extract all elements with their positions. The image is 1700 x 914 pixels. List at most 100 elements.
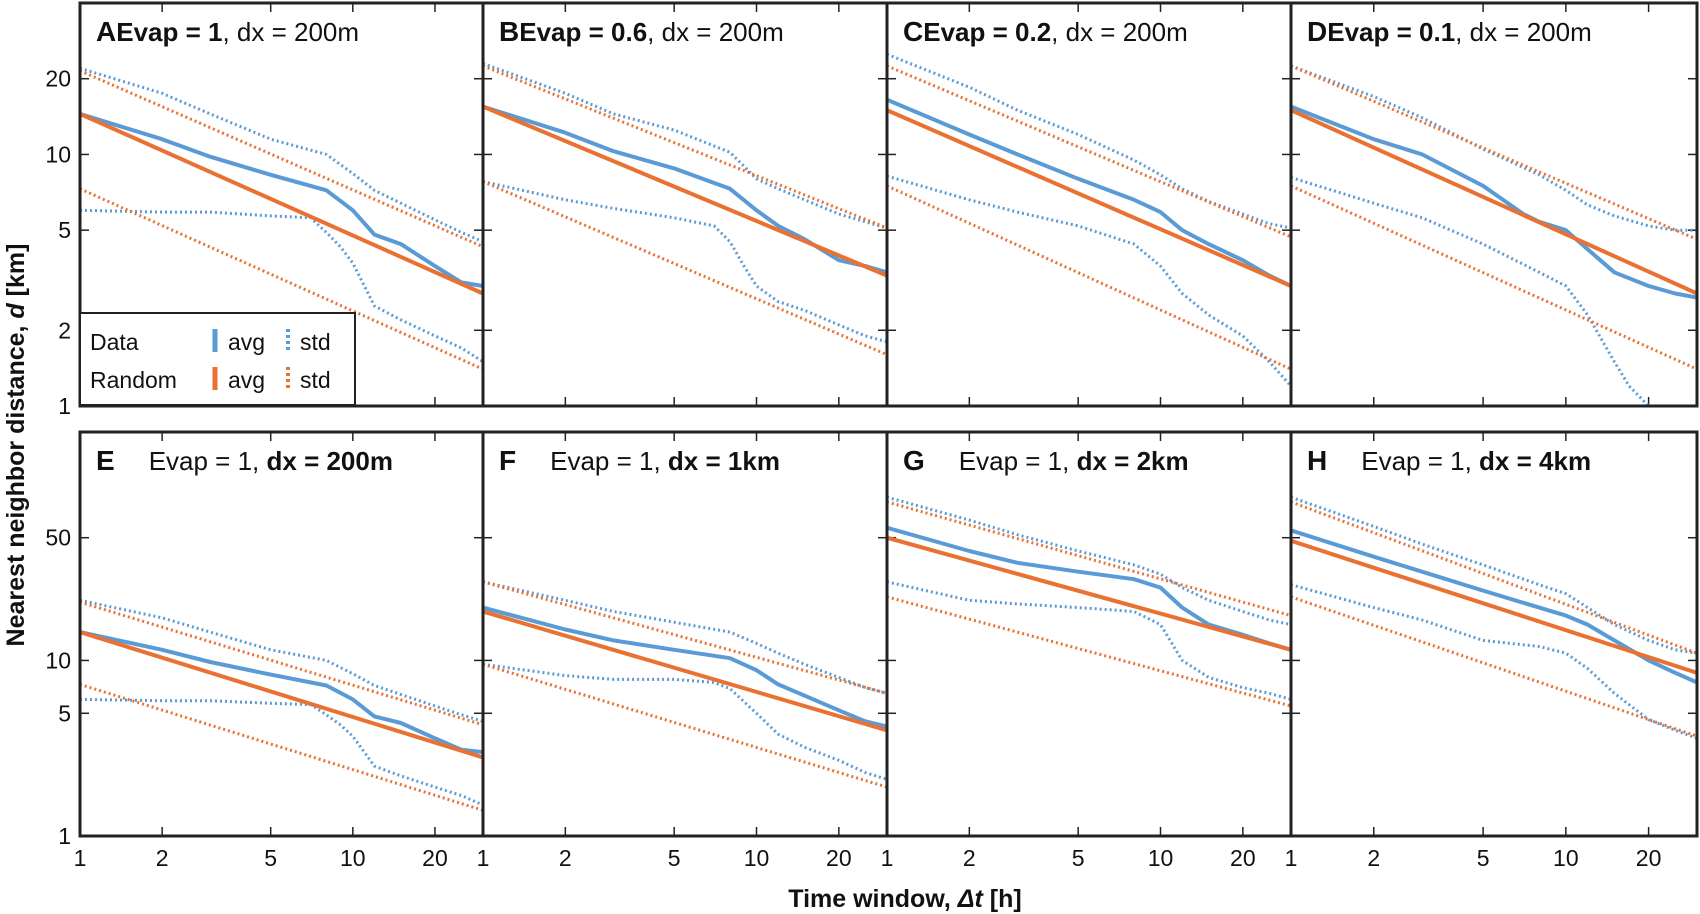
x-tick-label: 2 bbox=[963, 845, 976, 871]
x-tick-label: 5 bbox=[1477, 845, 1490, 871]
series-data-std-upper bbox=[483, 62, 887, 230]
series-group bbox=[887, 495, 1291, 708]
panel-h: 1 2 5 10 20 H Evap = 1, dx = 4km bbox=[1285, 430, 1699, 871]
y-axis-label-unit: [km] bbox=[2, 244, 30, 304]
y-tick-label: 10 bbox=[45, 647, 71, 673]
x-tick-label: 10 bbox=[1148, 845, 1174, 871]
series-random-std-lower bbox=[1291, 595, 1697, 738]
x-tick-label: 10 bbox=[340, 845, 366, 871]
series-data-avg bbox=[80, 630, 483, 755]
panel-title-bold: dx = 200m bbox=[267, 446, 393, 476]
x-tick-label: 20 bbox=[1230, 845, 1256, 871]
series-random-avg bbox=[80, 112, 483, 296]
series-data-std-lower bbox=[1291, 176, 1650, 406]
series-data-std-upper bbox=[887, 495, 1291, 627]
x-tick-label: 20 bbox=[422, 845, 448, 871]
x-tick-label: 1 bbox=[477, 845, 490, 871]
panel-f: 1 2 5 10 20 F Evap = 1, dx = 1km bbox=[477, 430, 889, 871]
panel-letter: C bbox=[903, 16, 923, 47]
series-random-avg bbox=[1291, 538, 1697, 675]
x-tick-label: 20 bbox=[1636, 845, 1662, 871]
panel-frame bbox=[885, 1, 1293, 408]
panel-frame bbox=[1289, 430, 1699, 838]
panel-frame bbox=[78, 430, 485, 838]
series-random-std-lower bbox=[80, 682, 483, 812]
y-tick-label: 1 bbox=[58, 393, 71, 419]
x-tick-label: 5 bbox=[1072, 845, 1085, 871]
legend-random-std-label: std bbox=[300, 367, 331, 393]
series-random-std-lower bbox=[887, 184, 1291, 371]
x-tick-label: 5 bbox=[264, 845, 277, 871]
x-axis-label-prefix: Time window, bbox=[788, 885, 957, 913]
y-tick-label: 50 bbox=[45, 525, 71, 551]
panel-title: DEvap = 0.1, dx = 200m bbox=[1307, 16, 1592, 47]
panel-title: F Evap = 1, dx = 1km bbox=[499, 445, 780, 476]
series-random-std-upper bbox=[887, 64, 1291, 239]
x-tick-label: 10 bbox=[1553, 845, 1579, 871]
y-tick-label: 10 bbox=[45, 141, 71, 167]
series-random-std-upper bbox=[80, 600, 483, 727]
panel-frame bbox=[1289, 1, 1699, 408]
series-random-avg bbox=[887, 535, 1291, 652]
x-tick-label: 10 bbox=[744, 845, 770, 871]
panel-title: BEvap = 0.6, dx = 200m bbox=[499, 16, 784, 47]
panel-title-bold: dx = 2km bbox=[1077, 446, 1189, 476]
y-tick-label: 2 bbox=[58, 317, 71, 343]
series-group bbox=[483, 62, 887, 357]
x-tick-label: 5 bbox=[668, 845, 681, 871]
x-axis-label: Time window, Δt [h] bbox=[788, 885, 1021, 913]
x-tick-label: 2 bbox=[156, 845, 169, 871]
y-axis-label: Nearest neighbor distance, d [km] bbox=[2, 244, 30, 647]
series-random-std-lower bbox=[483, 662, 887, 789]
panel-title-before: Evap = 1, bbox=[550, 446, 668, 476]
panel-letter: A bbox=[96, 16, 116, 47]
x-tick-label: 1 bbox=[1285, 845, 1298, 871]
series-group bbox=[80, 598, 483, 812]
x-tick-label: 2 bbox=[559, 845, 572, 871]
legend-label-random: Random bbox=[90, 367, 177, 393]
panel-a: 1 2 5 10 20 AEvap = 1, dx = 200m bbox=[45, 1, 485, 419]
panel-title-after: , dx = 200m bbox=[222, 17, 359, 47]
series-random-avg bbox=[887, 108, 1291, 288]
panel-letter: F bbox=[499, 445, 516, 476]
series-data-std-lower bbox=[80, 208, 483, 363]
legend-label-data: Data bbox=[90, 329, 139, 355]
x-tick-label: 20 bbox=[826, 845, 852, 871]
series-random-std-upper bbox=[483, 64, 887, 230]
series-data-std-upper bbox=[483, 580, 887, 695]
panel-title-after: , dx = 200m bbox=[1455, 17, 1592, 47]
series-random-std-lower bbox=[483, 180, 887, 357]
series-random-std-upper bbox=[1291, 64, 1697, 241]
panel-title-before: Evap = 1, bbox=[149, 446, 267, 476]
x-tick-label: 1 bbox=[74, 845, 87, 871]
panel-title-bold: Evap = 1 bbox=[116, 17, 222, 47]
series-data-avg bbox=[80, 111, 483, 288]
series-random-avg bbox=[80, 630, 483, 760]
series-random-avg bbox=[483, 609, 887, 733]
legend-random-avg-label: avg bbox=[228, 367, 265, 393]
series-data-std-lower bbox=[80, 697, 483, 807]
series-group bbox=[1291, 495, 1697, 740]
series-random-std-lower bbox=[887, 595, 1291, 708]
y-tick-label: 5 bbox=[58, 217, 71, 243]
series-data-avg bbox=[1291, 104, 1697, 300]
series-group bbox=[887, 52, 1291, 388]
panel-letter: D bbox=[1307, 16, 1327, 47]
y-tick-label: 20 bbox=[45, 66, 71, 92]
panel-title-bold: Evap = 0.1 bbox=[1327, 17, 1455, 47]
series-random-std-upper bbox=[80, 69, 483, 249]
panel-title-bold: Evap = 0.2 bbox=[923, 17, 1051, 47]
series-random-std-lower bbox=[1291, 184, 1697, 371]
x-axis-label-unit: [h] bbox=[983, 885, 1022, 913]
series-random-avg bbox=[483, 104, 887, 278]
panel-title-before: Evap = 1, bbox=[959, 446, 1077, 476]
series-data-std-lower bbox=[887, 174, 1291, 388]
y-tick-label: 5 bbox=[58, 700, 71, 726]
y-tick-label: 1 bbox=[58, 823, 71, 849]
panel-title-bold: dx = 4km bbox=[1479, 446, 1591, 476]
series-data-std-lower bbox=[483, 180, 887, 344]
series-group bbox=[1291, 64, 1697, 406]
panel-title-after: , dx = 200m bbox=[1051, 17, 1188, 47]
